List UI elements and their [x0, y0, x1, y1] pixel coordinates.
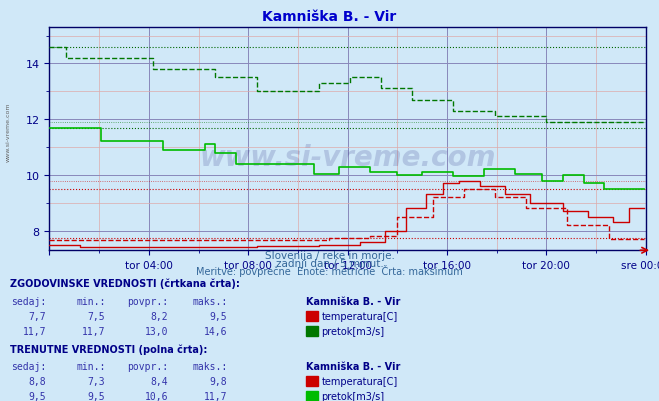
Text: 9,5: 9,5: [210, 311, 227, 321]
Text: zadnji dan / 5 minut.: zadnji dan / 5 minut.: [275, 259, 384, 269]
Text: 9,5: 9,5: [28, 391, 46, 401]
Text: 9,8: 9,8: [210, 376, 227, 386]
Text: maks.:: maks.:: [192, 361, 227, 371]
Text: sedaj:: sedaj:: [11, 361, 46, 371]
Text: 7,3: 7,3: [88, 376, 105, 386]
Text: 8,2: 8,2: [150, 311, 168, 321]
Text: 7,5: 7,5: [88, 311, 105, 321]
Text: ZGODOVINSKE VREDNOSTI (črtkana črta):: ZGODOVINSKE VREDNOSTI (črtkana črta):: [10, 278, 240, 289]
Text: 7,7: 7,7: [28, 311, 46, 321]
Text: Slovenija / reke in morje.: Slovenija / reke in morje.: [264, 251, 395, 261]
Text: maks.:: maks.:: [192, 296, 227, 306]
Text: 9,5: 9,5: [88, 391, 105, 401]
Text: www.si-vreme.com: www.si-vreme.com: [200, 143, 496, 171]
Text: 13,0: 13,0: [144, 326, 168, 336]
Text: Kamniška B. - Vir: Kamniška B. - Vir: [306, 361, 401, 371]
Text: 8,8: 8,8: [28, 376, 46, 386]
Text: 14,6: 14,6: [204, 326, 227, 336]
Text: 8,4: 8,4: [150, 376, 168, 386]
Text: min.:: min.:: [76, 296, 105, 306]
Text: Kamniška B. - Vir: Kamniška B. - Vir: [306, 296, 401, 306]
Text: 11,7: 11,7: [82, 326, 105, 336]
Text: povpr.:: povpr.:: [127, 296, 168, 306]
Text: TRENUTNE VREDNOSTI (polna črta):: TRENUTNE VREDNOSTI (polna črta):: [10, 343, 208, 354]
Text: temperatura[C]: temperatura[C]: [322, 376, 398, 386]
Text: sedaj:: sedaj:: [11, 296, 46, 306]
Text: temperatura[C]: temperatura[C]: [322, 311, 398, 321]
Text: povpr.:: povpr.:: [127, 361, 168, 371]
Text: pretok[m3/s]: pretok[m3/s]: [322, 326, 385, 336]
Text: 10,6: 10,6: [144, 391, 168, 401]
Text: pretok[m3/s]: pretok[m3/s]: [322, 391, 385, 401]
Text: Kamniška B. - Vir: Kamniška B. - Vir: [262, 10, 397, 24]
Text: 11,7: 11,7: [204, 391, 227, 401]
Text: Meritve: povprečne  Enote: metrične  Črta: maksimum: Meritve: povprečne Enote: metrične Črta:…: [196, 265, 463, 277]
Text: 11,7: 11,7: [22, 326, 46, 336]
Text: min.:: min.:: [76, 361, 105, 371]
Text: www.si-vreme.com: www.si-vreme.com: [5, 103, 11, 162]
